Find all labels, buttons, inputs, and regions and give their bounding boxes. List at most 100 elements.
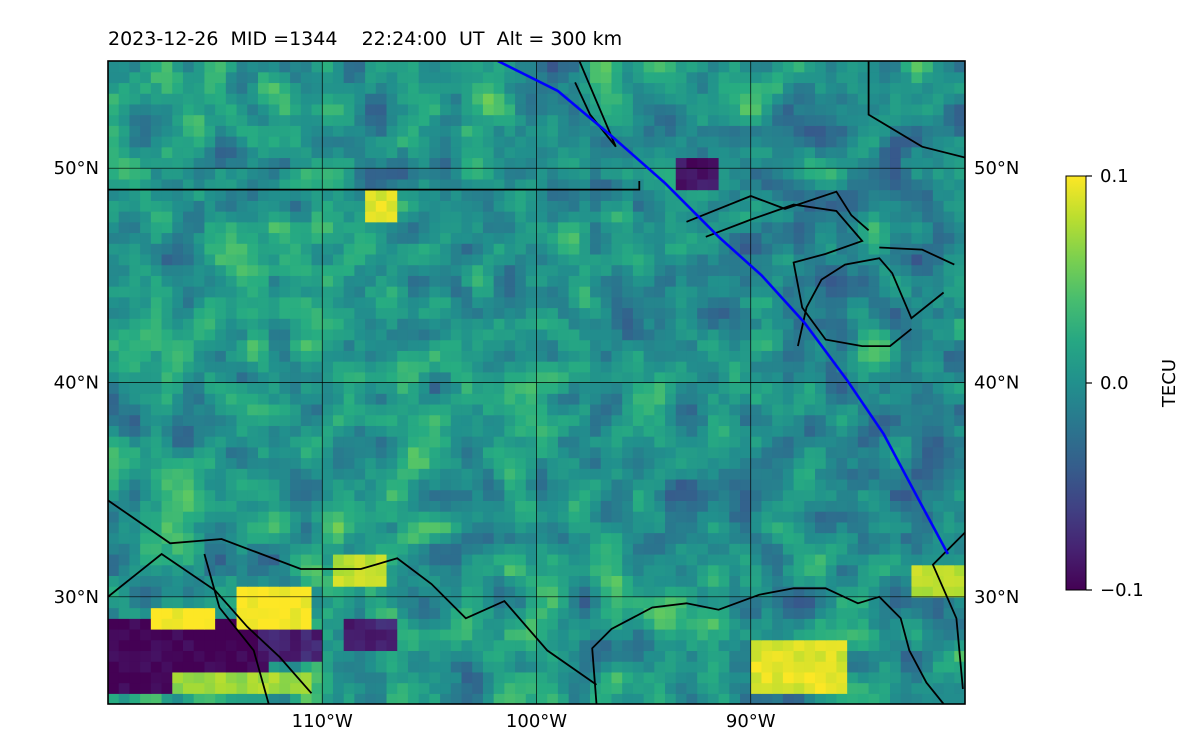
heatmap-cell xyxy=(182,468,195,480)
heatmap-cell xyxy=(611,682,623,694)
heatmap-cell xyxy=(643,264,655,276)
heatmap-cell xyxy=(418,693,430,704)
heatmap-cell xyxy=(911,103,923,116)
heatmap-cell xyxy=(943,71,955,84)
heatmap-cell xyxy=(654,253,666,266)
heatmap-cell xyxy=(536,521,548,534)
heatmap-cell xyxy=(590,361,602,373)
heatmap-cell xyxy=(193,103,206,116)
heatmap-cell xyxy=(525,211,538,223)
heatmap-cell xyxy=(343,136,355,148)
heatmap-cell xyxy=(557,489,570,501)
heatmap-cell xyxy=(729,553,741,566)
heatmap-cell xyxy=(675,71,688,84)
heatmap-cell xyxy=(375,350,388,362)
heatmap-cell xyxy=(172,532,184,544)
heatmap-cell xyxy=(836,457,848,469)
heatmap-cell xyxy=(343,339,355,351)
heatmap-cell xyxy=(579,125,591,137)
heatmap-cell xyxy=(482,618,495,630)
heatmap-cell xyxy=(247,371,259,384)
heatmap-cell xyxy=(172,650,184,662)
heatmap-cell xyxy=(697,382,709,394)
heatmap-cell xyxy=(654,489,666,501)
heatmap-cell xyxy=(900,575,913,587)
heatmap-cell xyxy=(890,361,902,373)
heatmap-cell xyxy=(568,553,580,566)
heatmap-cell xyxy=(686,553,698,566)
heatmap-cell xyxy=(900,596,913,609)
heatmap-cell xyxy=(257,639,270,652)
heatmap-cell xyxy=(868,307,880,319)
heatmap-cell xyxy=(718,607,730,619)
heatmap-cell xyxy=(804,157,816,169)
heatmap-cell xyxy=(343,575,355,587)
heatmap-cell xyxy=(675,671,688,684)
heatmap-cell xyxy=(815,296,827,309)
heatmap-cell xyxy=(847,136,859,148)
heatmap-cell xyxy=(536,575,548,587)
heatmap-cell xyxy=(579,436,591,448)
heatmap-cell xyxy=(257,93,270,105)
heatmap-cell xyxy=(793,211,805,223)
heatmap-cell xyxy=(547,307,559,319)
heatmap-cell xyxy=(740,425,752,437)
heatmap-cell xyxy=(654,114,666,126)
heatmap-cell xyxy=(407,468,420,480)
heatmap-cell xyxy=(332,596,345,609)
heatmap-cell xyxy=(236,243,248,255)
heatmap-cell xyxy=(622,168,634,180)
heatmap-cell xyxy=(922,82,934,94)
heatmap-cell xyxy=(761,125,773,137)
heatmap-cell xyxy=(707,339,720,351)
heatmap-cell xyxy=(890,168,902,180)
heatmap-cell xyxy=(547,382,559,394)
heatmap-cell xyxy=(129,221,141,234)
heatmap-cell xyxy=(108,414,120,426)
heatmap-cell xyxy=(375,489,388,501)
heatmap-cell xyxy=(932,650,945,662)
heatmap-cell xyxy=(225,318,238,330)
heatmap-cell xyxy=(868,468,880,480)
heatmap-cell xyxy=(161,125,173,137)
heatmap-cell xyxy=(150,382,163,394)
heatmap-cell xyxy=(847,178,859,191)
heatmap-cell xyxy=(418,393,430,405)
heatmap-cell xyxy=(182,200,195,212)
heatmap-cell xyxy=(397,521,409,534)
heatmap-cell xyxy=(365,628,377,641)
heatmap-cell xyxy=(279,61,291,73)
heatmap-cell xyxy=(568,93,580,105)
heatmap-cell xyxy=(311,93,323,105)
heatmap-cell xyxy=(782,264,795,276)
heatmap-cell xyxy=(215,253,227,266)
heatmap-cell xyxy=(322,82,334,94)
heatmap-cell xyxy=(547,221,559,234)
heatmap-cell xyxy=(718,532,730,544)
heatmap-cell xyxy=(825,403,838,416)
heatmap-cell xyxy=(954,553,965,566)
heatmap-cell xyxy=(782,628,795,641)
heatmap-cell xyxy=(922,178,934,191)
heatmap-cell xyxy=(836,200,848,212)
heatmap-cell xyxy=(118,136,131,148)
heatmap-cell xyxy=(932,82,945,94)
heatmap-cell xyxy=(247,650,259,662)
heatmap-cell xyxy=(718,468,730,480)
heatmap-cell xyxy=(900,543,913,555)
heatmap-cell xyxy=(868,382,880,394)
heatmap-cell xyxy=(257,82,270,94)
heatmap-cell xyxy=(568,178,580,191)
heatmap-cell xyxy=(782,114,795,126)
heatmap-cell xyxy=(654,468,666,480)
heatmap-cell xyxy=(707,114,720,126)
heatmap-cell xyxy=(236,264,248,276)
heatmap-cell xyxy=(804,286,816,298)
heatmap-cell xyxy=(236,211,248,223)
heatmap-cell xyxy=(279,114,291,126)
heatmap-cell xyxy=(568,532,580,544)
heatmap-cell xyxy=(697,168,709,180)
heatmap-cell xyxy=(386,200,398,212)
heatmap-cell xyxy=(868,671,880,684)
heatmap-cell xyxy=(793,243,805,255)
